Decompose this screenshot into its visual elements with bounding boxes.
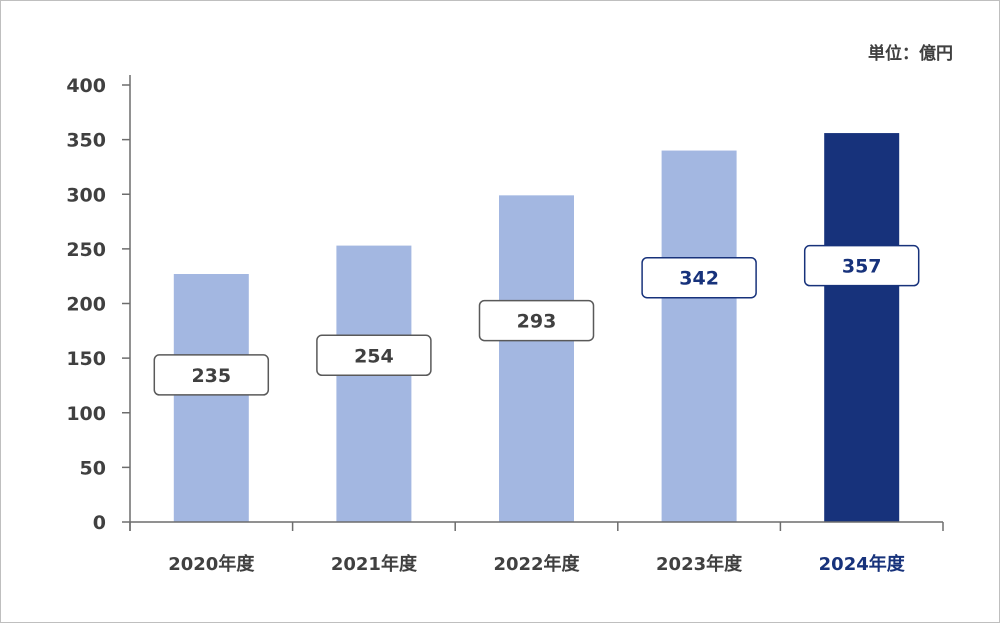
x-tick-label: 2022年度	[493, 553, 580, 575]
data-label-box	[153, 354, 270, 396]
unit-label: 単位：億円	[868, 44, 953, 64]
y-tick-label: 200	[66, 294, 106, 316]
bar-2020年度	[173, 274, 249, 522]
data-label: 235	[191, 365, 231, 387]
y-tick-label: 400	[66, 75, 106, 97]
bar-2022年度	[499, 195, 574, 522]
x-tick-label: 2024年度	[819, 553, 906, 575]
y-tick-label: 150	[66, 348, 106, 370]
x-tick-label: 2021年度	[331, 553, 418, 575]
data-label: 254	[354, 345, 394, 367]
data-label: 293	[517, 311, 557, 333]
data-label: 342	[679, 268, 719, 290]
bar-2021年度	[336, 245, 412, 522]
data-label: 357	[842, 256, 882, 278]
y-tick-label: 50	[80, 457, 106, 479]
x-tick-label: 2020年度	[168, 553, 255, 575]
data-label-box	[641, 256, 757, 299]
x-tick-label: 2023年度	[656, 553, 743, 575]
y-tick-label: 0	[93, 512, 106, 534]
y-tick-label: 250	[66, 239, 106, 261]
y-tick-label: 100	[66, 403, 106, 425]
data-label-box	[803, 244, 920, 287]
y-tick-label: 350	[66, 130, 106, 152]
bar-2024年度	[824, 133, 900, 522]
data-label-box	[316, 334, 432, 377]
bar-2023年度	[661, 150, 737, 523]
data-label-box	[478, 299, 595, 342]
y-tick-label: 300	[66, 184, 106, 206]
